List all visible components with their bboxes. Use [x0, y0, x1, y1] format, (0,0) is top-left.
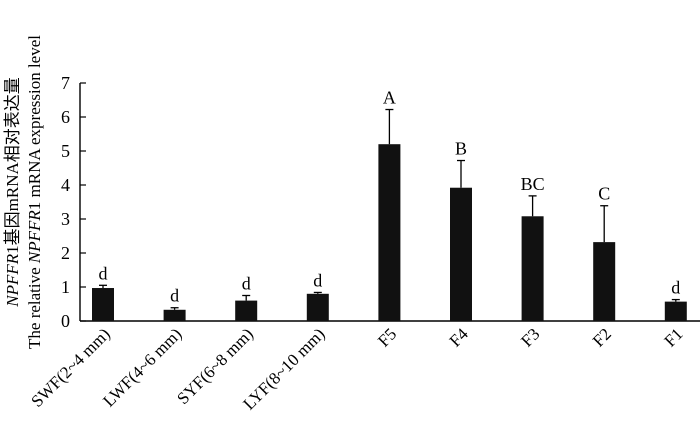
y-axis-label-line2-part: The relative — [25, 263, 44, 349]
significance-label: d — [170, 286, 179, 306]
bar — [92, 288, 114, 321]
bar — [378, 144, 401, 321]
significance-label: d — [99, 263, 108, 283]
y-tick-label: 4 — [61, 175, 70, 195]
y-tick-label: 6 — [61, 107, 70, 127]
category-label: F2 — [589, 324, 615, 350]
y-axis-label-line2: The relative NPFFR1 mRNA expression leve… — [25, 35, 44, 349]
y-tick-label: 0 — [61, 311, 70, 331]
y-axis-label-line1-part: NPFFR — [3, 253, 22, 307]
y-tick-label: 1 — [61, 277, 70, 297]
significance-label: B — [455, 139, 467, 159]
y-axis-label-line1: NPFFR1基因mRNA相对表达量 — [3, 77, 22, 308]
y-tick-label: 2 — [61, 243, 70, 263]
y-tick-label: 3 — [61, 209, 70, 229]
category-label: F1 — [660, 324, 686, 350]
bar — [450, 187, 472, 321]
y-tick-label: 5 — [61, 141, 70, 161]
significance-label: d — [242, 274, 251, 294]
y-axis-label-line1-part: 1基因mRNA相对表达量 — [3, 77, 22, 254]
category-label: F3 — [517, 324, 543, 350]
bar — [306, 293, 329, 321]
category-label: F5 — [374, 324, 400, 350]
significance-label: d — [671, 278, 680, 298]
bar — [664, 301, 687, 321]
bar — [521, 216, 544, 321]
category-label: F4 — [446, 324, 472, 350]
y-axis-label-line2-part: NPFFR — [25, 210, 44, 264]
y-axis-label-line2-part: 1 mRNA expression level — [25, 35, 44, 210]
bar — [593, 242, 616, 321]
bar — [163, 309, 186, 321]
y-tick-label: 7 — [61, 73, 70, 93]
bar — [235, 300, 258, 321]
significance-label: d — [313, 270, 322, 290]
significance-label: C — [598, 184, 610, 204]
significance-label: A — [383, 88, 396, 108]
significance-label: BC — [521, 174, 545, 194]
